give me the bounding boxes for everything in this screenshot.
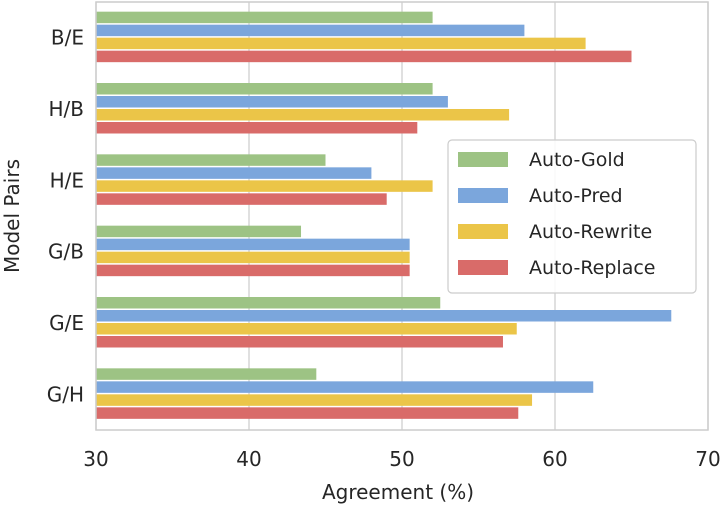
bar-auto-rewrite-h-b: [96, 109, 510, 121]
legend-label: Auto-Rewrite: [529, 221, 652, 243]
bar-auto-rewrite-g-h: [96, 394, 533, 406]
bar-auto-gold-g-h: [96, 368, 317, 380]
bar-auto-replace-g-b: [96, 264, 410, 277]
bar-auto-replace-h-e: [96, 193, 387, 205]
x-tick-label: 40: [236, 447, 261, 471]
y-tick-label: H/B: [49, 97, 85, 121]
legend-swatch: [458, 188, 508, 203]
bar-auto-pred-h-e: [96, 167, 372, 179]
bar-auto-rewrite-h-e: [96, 180, 433, 192]
x-tick-label: 70: [695, 447, 720, 471]
bar-auto-replace-h-b: [96, 122, 418, 134]
bar-auto-rewrite-g-e: [96, 323, 517, 335]
bar-auto-replace-b-e: [96, 50, 632, 63]
bar-auto-gold-g-b: [96, 225, 302, 238]
bar-auto-gold-g-e: [96, 297, 441, 309]
bar-auto-pred-g-h: [96, 381, 594, 393]
legend: Auto-Gold Auto-Pred Auto-Rewrite Auto-Repla…: [447, 139, 697, 294]
x-tick-label: 30: [83, 447, 108, 471]
bar-auto-pred-g-b: [96, 238, 410, 251]
bar-auto-rewrite-g-b: [96, 251, 410, 264]
x-axis-label: Agreement (%): [322, 480, 474, 504]
bar-auto-pred-h-b: [96, 96, 448, 108]
legend-swatch: [458, 224, 508, 239]
y-tick-label: G/H: [47, 382, 84, 406]
bar-auto-rewrite-b-e: [96, 37, 586, 50]
bar-auto-gold-h-b: [96, 83, 433, 95]
bar-auto-pred-g-e: [96, 310, 672, 322]
legend-box: [447, 139, 697, 294]
bars: [96, 11, 672, 419]
legend-label: Auto-Gold: [529, 149, 625, 171]
bar-auto-gold-h-e: [96, 154, 326, 166]
x-tick-label: 60: [542, 447, 567, 471]
legend-label: Auto-Replace: [529, 257, 655, 279]
legend-swatch: [458, 260, 508, 275]
bar-auto-replace-g-e: [96, 336, 503, 348]
plot-frame: [95, 1, 709, 431]
y-tick-label: G/B: [48, 240, 84, 264]
bar-auto-pred-b-e: [96, 24, 525, 37]
legend-label: Auto-Pred: [529, 185, 623, 207]
y-tick-label: B/E: [51, 26, 84, 50]
y-tick-label: G/E: [49, 311, 84, 335]
bar-auto-gold-b-e: [96, 11, 433, 24]
bar-auto-replace-g-h: [96, 407, 519, 419]
y-axis-label: Model Pairs: [0, 159, 24, 273]
legend-swatch: [458, 152, 508, 167]
x-tick-label: 50: [389, 447, 414, 471]
y-tick-label: H/E: [50, 168, 84, 192]
